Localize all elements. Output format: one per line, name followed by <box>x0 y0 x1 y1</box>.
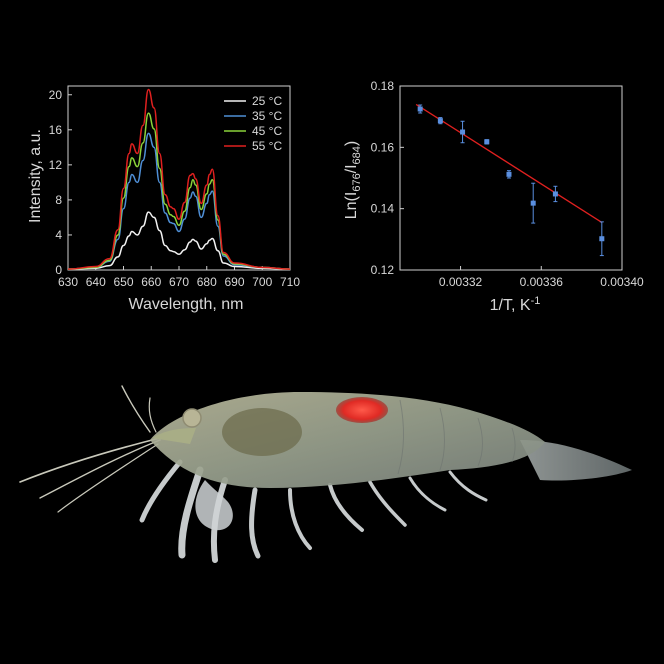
data-point <box>417 106 423 112</box>
spectrum-y-tick-label: 12 <box>49 158 63 172</box>
shrimp-eye <box>182 408 202 428</box>
ratio-chart: 0.00332 0.00336 0.00340 0.12 0.14 0.16 0.18 1/… <box>343 79 644 314</box>
spectrum-x-tick-label: 650 <box>113 275 133 289</box>
fluorescent-tag <box>336 397 388 423</box>
data-point <box>552 191 558 197</box>
legend-label: 35 °C <box>252 109 282 123</box>
data-point <box>484 139 490 145</box>
shrimp-photo <box>19 385 632 563</box>
spectrum-x-tick-label: 700 <box>252 275 272 289</box>
shrimp-segments <box>397 399 516 475</box>
spectrum-x-tick-label: 710 <box>280 275 300 289</box>
spectrum-x-tick-label: 690 <box>224 275 244 289</box>
spectrum-y-tick-label: 4 <box>55 228 62 242</box>
shrimp-tail <box>520 440 632 481</box>
legend-label: 25 °C <box>252 94 282 108</box>
spectrum-x-tick-label: 640 <box>86 275 106 289</box>
data-point <box>599 236 605 242</box>
spectrum-x-axis-label: Wavelength, nm <box>128 296 243 313</box>
data-point <box>506 171 512 177</box>
ratio-y-tick-label: 0.18 <box>371 79 395 93</box>
legend-label: 45 °C <box>252 124 282 138</box>
spectrum-y-axis-label: Intensity, a.u. <box>27 129 44 223</box>
ratio-y-tick-label: 0.14 <box>371 202 395 216</box>
ratio-x-tick-label: 0.00336 <box>520 275 564 289</box>
spectrum-y-tick-label: 0 <box>55 263 62 277</box>
shrimp-carapace <box>222 408 302 456</box>
spectrum-x-tick-label: 660 <box>141 275 161 289</box>
ratio-x-tick-label: 0.00332 <box>439 275 483 289</box>
spectrum-x-tick-label: 670 <box>169 275 189 289</box>
shrimp-legs <box>139 459 488 563</box>
shrimp-claw <box>195 480 233 531</box>
fit-line <box>415 103 603 224</box>
spectrum-chart: 630 640 650 660 670 680 690 700 710 0 4 8 12 16 20 25 … <box>27 85 300 313</box>
ratio-axis-frame <box>399 85 623 271</box>
spectrum-series-line <box>67 88 291 270</box>
shrimp-rostrum <box>152 428 196 444</box>
spectrum-series-line <box>67 211 291 270</box>
ratio-x-axis-label: 1/T, K-1 <box>490 295 541 314</box>
data-point <box>437 118 443 124</box>
spectrum-series-line <box>67 132 291 270</box>
ratio-y-axis-label: Ln(I676/I684) <box>343 141 363 220</box>
shrimp-antennae <box>19 385 161 513</box>
data-point <box>530 200 536 206</box>
spectrum-y-tick-label: 8 <box>55 193 62 207</box>
spectrum-y-tick-label: 16 <box>49 123 63 137</box>
ratio-y-tick-label: 0.12 <box>371 263 395 277</box>
ratio-y-tick-label: 0.16 <box>371 140 395 154</box>
spectrum-x-tick-label: 680 <box>197 275 217 289</box>
spectrum-y-tick-label: 20 <box>49 88 63 102</box>
legend-label: 55 °C <box>252 139 282 153</box>
spectrum-x-tick-label: 630 <box>58 275 78 289</box>
data-point <box>460 129 466 135</box>
ratio-x-tick-label: 0.00340 <box>600 275 644 289</box>
